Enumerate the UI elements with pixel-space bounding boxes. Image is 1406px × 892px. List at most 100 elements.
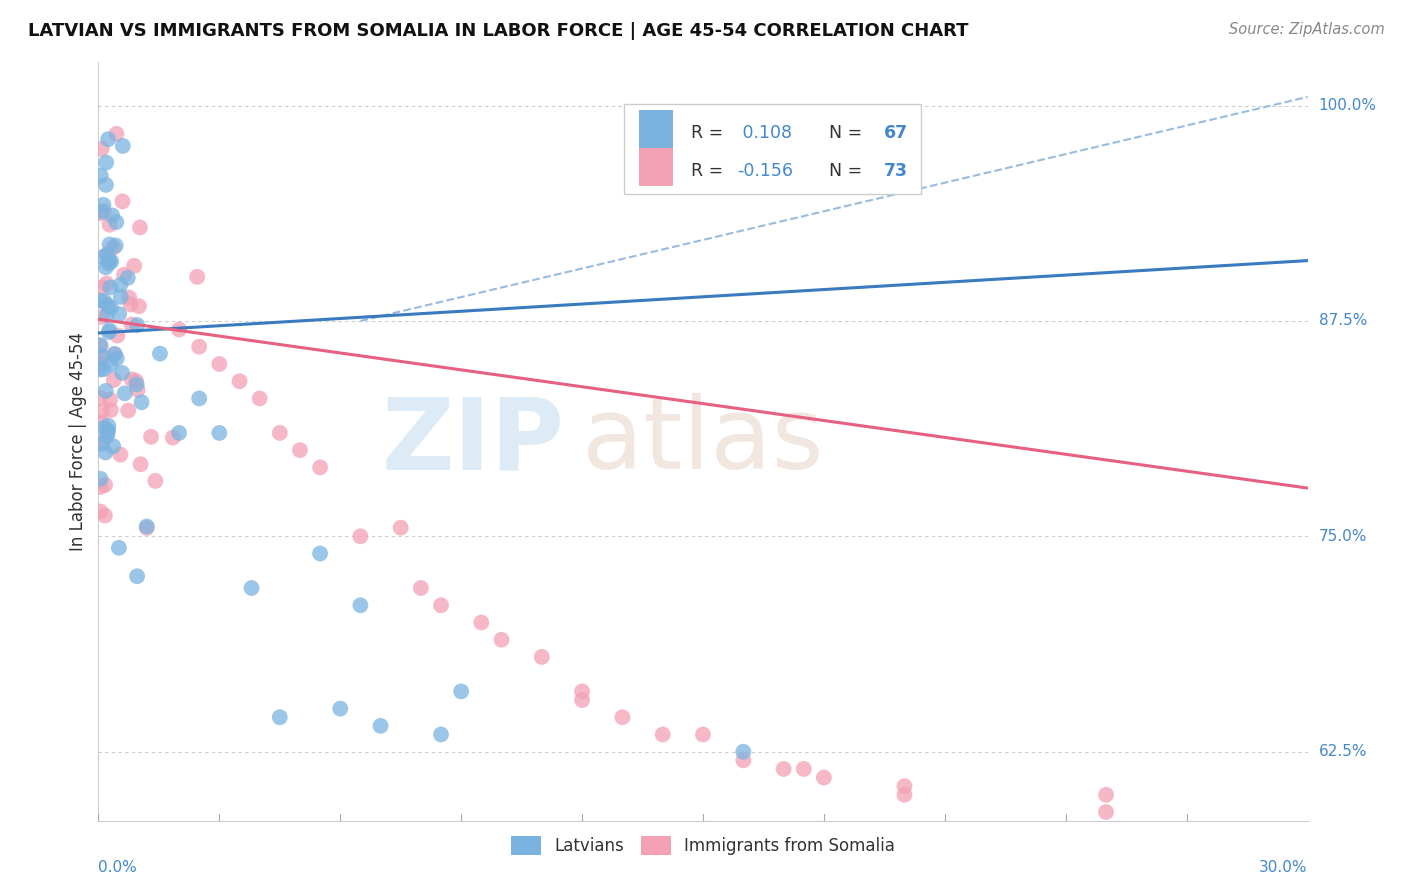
Point xyxy=(91,250,114,264)
Point xyxy=(240,581,263,595)
Point xyxy=(89,339,111,353)
Point xyxy=(89,338,111,352)
Point xyxy=(101,209,124,223)
Point xyxy=(813,771,835,785)
Point xyxy=(98,254,121,268)
Point xyxy=(96,308,118,322)
Point xyxy=(96,277,118,291)
Point xyxy=(571,684,593,698)
Point xyxy=(98,392,121,407)
Point xyxy=(104,238,127,252)
Point xyxy=(89,472,111,486)
Point xyxy=(269,425,291,440)
Point xyxy=(249,392,271,406)
Point xyxy=(114,386,136,401)
Point xyxy=(98,323,121,337)
Point xyxy=(733,753,755,767)
Point xyxy=(112,268,135,282)
FancyBboxPatch shape xyxy=(638,111,673,148)
Point xyxy=(100,403,122,417)
Point xyxy=(103,347,125,361)
Point xyxy=(530,649,553,664)
Point xyxy=(93,198,115,212)
Point xyxy=(149,347,172,361)
Point xyxy=(103,439,125,453)
Point xyxy=(110,290,132,304)
FancyBboxPatch shape xyxy=(624,104,921,194)
Point xyxy=(111,366,134,380)
Point xyxy=(93,421,115,435)
Point xyxy=(111,194,134,209)
Point xyxy=(89,357,111,371)
Text: 87.5%: 87.5% xyxy=(1319,313,1367,328)
Point xyxy=(94,445,117,459)
Point xyxy=(90,169,112,183)
Point xyxy=(100,301,122,315)
Point xyxy=(162,431,184,445)
Point xyxy=(90,415,112,429)
Point xyxy=(97,132,120,146)
Point xyxy=(94,260,117,275)
Point xyxy=(98,358,121,372)
Point xyxy=(98,280,121,294)
Point xyxy=(121,372,143,386)
Point xyxy=(125,374,148,388)
Point xyxy=(94,384,117,398)
Point xyxy=(186,269,208,284)
Text: 30.0%: 30.0% xyxy=(1260,860,1308,874)
Point xyxy=(108,541,131,555)
Point xyxy=(893,779,915,793)
Point xyxy=(91,437,114,451)
Point xyxy=(208,357,231,371)
Point xyxy=(772,762,794,776)
Point xyxy=(103,373,125,387)
Point xyxy=(108,278,131,293)
Point xyxy=(110,448,132,462)
Point xyxy=(127,383,149,397)
Point xyxy=(389,521,412,535)
Point xyxy=(89,504,111,518)
Text: 67: 67 xyxy=(884,124,908,142)
Text: 75.0%: 75.0% xyxy=(1319,529,1367,544)
Point xyxy=(90,204,112,219)
Text: R =: R = xyxy=(690,124,728,142)
Point xyxy=(94,508,117,523)
Text: -0.156: -0.156 xyxy=(737,161,793,180)
Point xyxy=(135,521,157,535)
Point xyxy=(228,374,250,388)
Point xyxy=(188,340,211,354)
Point xyxy=(97,424,120,438)
Point xyxy=(89,348,111,362)
Point xyxy=(793,762,815,776)
Point xyxy=(96,429,118,443)
Point xyxy=(329,701,352,715)
Point xyxy=(104,347,127,361)
Text: atlas: atlas xyxy=(582,393,824,490)
Point xyxy=(91,404,114,418)
Point xyxy=(470,615,492,630)
Point xyxy=(131,395,153,409)
Point xyxy=(91,350,114,364)
Point xyxy=(97,256,120,270)
Point xyxy=(94,478,117,492)
Point xyxy=(105,351,128,366)
Point xyxy=(188,392,211,406)
Point xyxy=(117,403,139,417)
Point xyxy=(93,294,115,309)
Point xyxy=(612,710,634,724)
Point xyxy=(96,425,118,440)
Point xyxy=(269,710,291,724)
Point xyxy=(100,254,122,268)
Point xyxy=(93,362,115,376)
Point xyxy=(651,727,673,741)
Point xyxy=(98,237,121,252)
Point xyxy=(105,215,128,229)
Point xyxy=(309,547,332,561)
Text: ZIP: ZIP xyxy=(381,393,564,490)
Point xyxy=(121,318,143,332)
Point xyxy=(893,788,915,802)
Point xyxy=(692,727,714,741)
Point xyxy=(1095,788,1118,802)
Text: 100.0%: 100.0% xyxy=(1319,98,1376,113)
Point xyxy=(349,599,371,613)
